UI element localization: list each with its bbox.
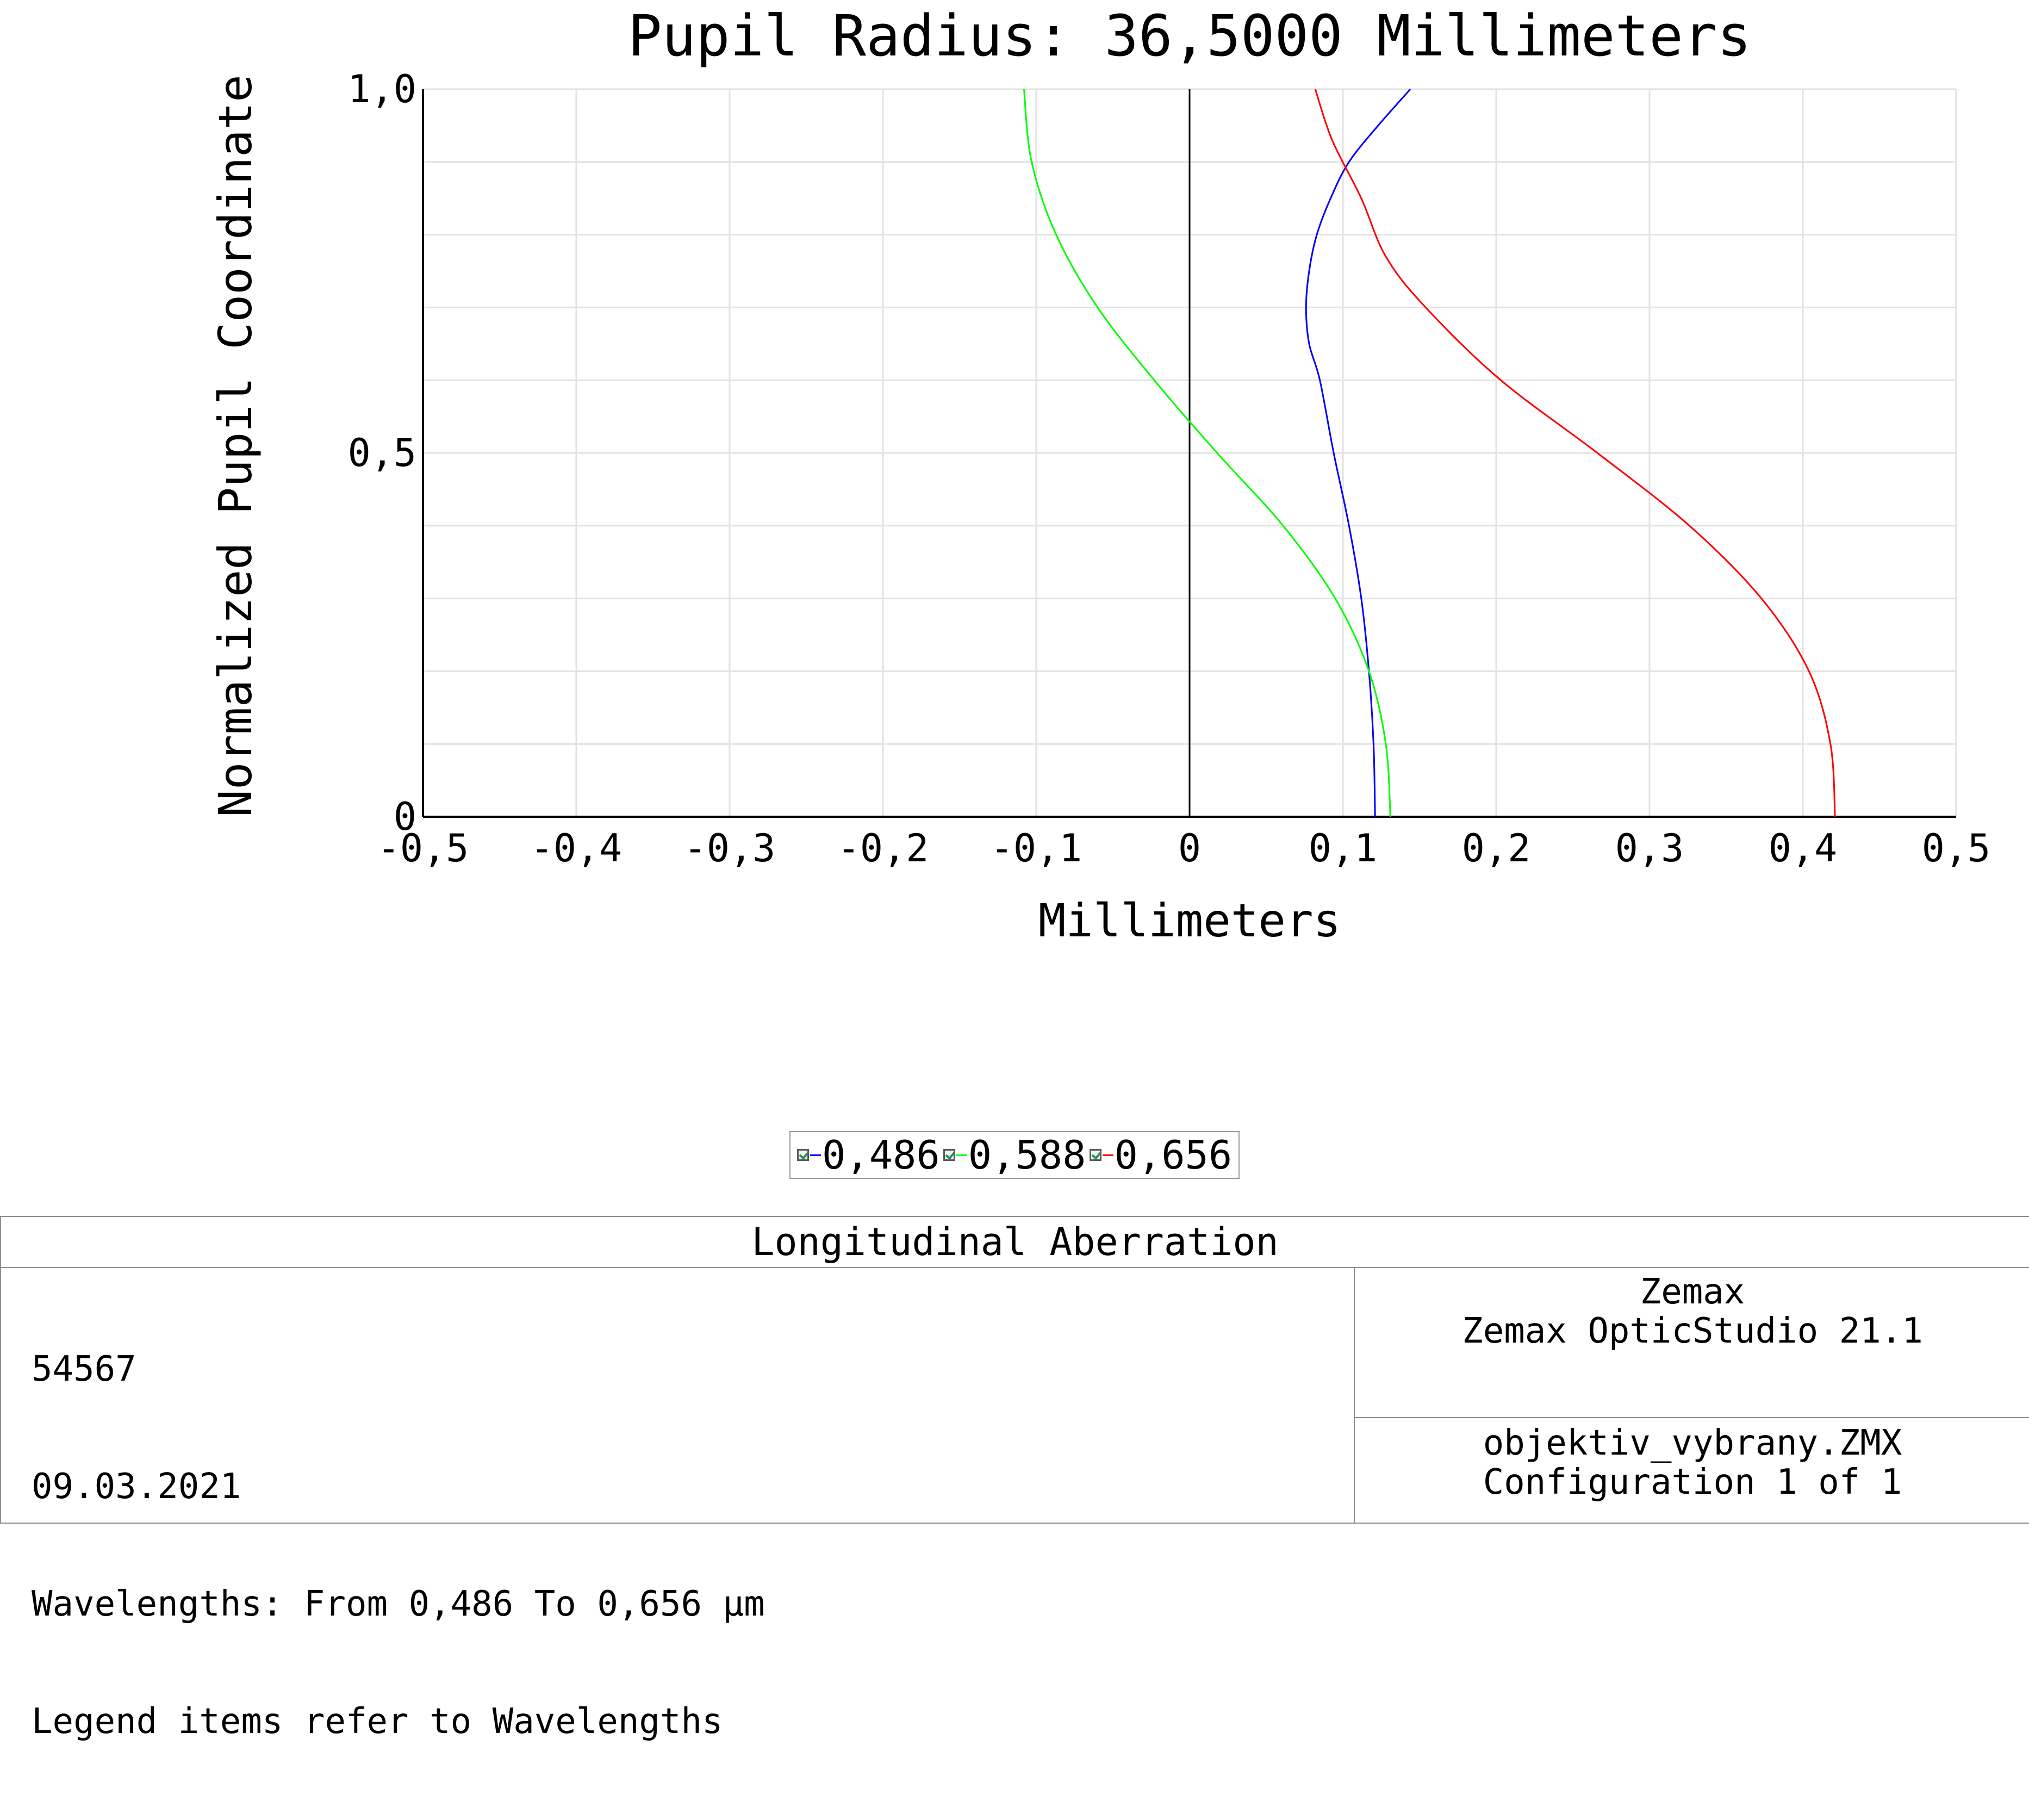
legend-item[interactable]: 0,588	[940, 1131, 1086, 1179]
info-left-line: 09.03.2021	[32, 1467, 241, 1507]
info-left-line: 54567	[32, 1349, 136, 1389]
legend-label: 0,486	[822, 1132, 940, 1178]
info-left-line: Wavelengths: From 0,486 To 0,656 µm	[32, 1584, 765, 1624]
x-tick-label: 0,3	[1615, 826, 1684, 871]
x-tick-label: 0,2	[1462, 826, 1530, 871]
software-name: Zemax	[1640, 1272, 1745, 1312]
info-right: Zemax Zemax OpticStudio 21.1 objektiv_vy…	[1354, 1268, 2029, 1523]
tick-labels: -0,5 -0,4 -0,3 -0,2 -0,1 0 0,1 0,2 0,3 0,4 0,5 0 0,5…	[348, 67, 1991, 871]
x-tick-label: -0,4	[531, 826, 623, 871]
info-left: 54567 09.03.2021 Wavelengths: From 0,486…	[32, 1271, 765, 1819]
series-lines	[1023, 89, 1836, 817]
y-tick-label: 0,5	[348, 431, 416, 475]
file-name: objektiv_vybrany.ZMX	[1483, 1423, 1902, 1463]
x-tick-label: 0,4	[1769, 826, 1837, 871]
x-axis-label: Millimeters	[1038, 894, 1341, 947]
legend-label: 0,588	[968, 1132, 1086, 1178]
legend-swatch	[956, 1154, 967, 1156]
legend-swatch	[810, 1154, 821, 1156]
x-tick-label: -0,1	[991, 826, 1082, 871]
checkbox-icon[interactable]	[1089, 1149, 1101, 1161]
x-tick-label: -0,2	[837, 826, 929, 871]
y-axis-label: Normalized Pupil Coordinate	[209, 74, 262, 817]
axes	[422, 89, 1956, 818]
x-tick-label: 0,5	[1922, 826, 1990, 871]
info-right-bottom: objektiv_vybrany.ZMX Configuration 1 of …	[1355, 1419, 2029, 1523]
y-tick-label: 1,0	[348, 67, 416, 111]
info-right-top: Zemax Zemax OpticStudio 21.1	[1355, 1268, 2029, 1418]
y-tick-label: 0	[394, 794, 416, 839]
x-tick-label: 0	[1178, 826, 1201, 871]
checkbox-icon[interactable]	[943, 1149, 955, 1161]
legend-item[interactable]: 0,656	[1086, 1131, 1233, 1179]
legend-label: 0,656	[1114, 1132, 1233, 1178]
info-box: Longitudinal Aberration 54567 09.03.2021…	[0, 1216, 2029, 1741]
x-tick-label: -0,3	[684, 826, 776, 871]
series-line-0-656	[1314, 89, 1836, 817]
legend-item[interactable]: 0,486	[794, 1131, 940, 1179]
info-title: Longitudinal Aberration	[1, 1217, 2029, 1268]
software-version: Zemax OpticStudio 21.1	[1462, 1311, 1923, 1351]
configuration: Configuration 1 of 1	[1483, 1462, 1902, 1502]
x-tick-label: 0,1	[1309, 826, 1377, 871]
series-line-0-588	[1023, 89, 1391, 817]
chart-title: Pupil Radius: 36,5000 Millimeters	[628, 3, 1751, 69]
legend-swatch	[1102, 1154, 1113, 1156]
info-left-line: Legend items refer to Wavelengths	[32, 1701, 723, 1742]
checkbox-icon[interactable]	[797, 1149, 809, 1161]
chart-area: -0,5 -0,4 -0,3 -0,2 -0,1 0 0,1 0,2 0,3 0,4 0,5 0 0,5…	[209, 3, 1991, 947]
x-tick-label: -0,5	[377, 826, 469, 871]
legend: 0,486 0,588 0,656	[789, 1131, 1240, 1179]
